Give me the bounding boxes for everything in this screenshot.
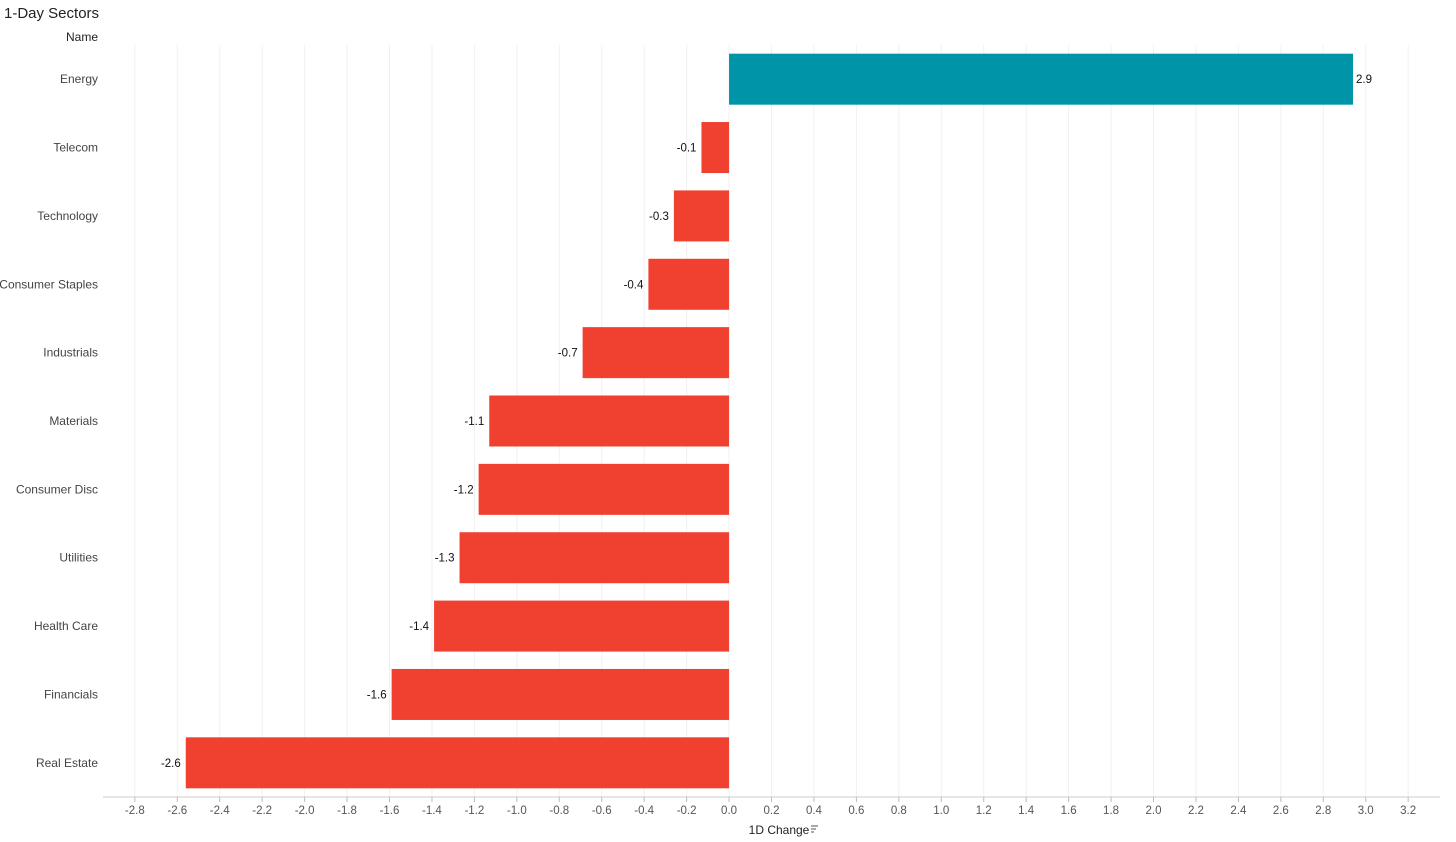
x-tick-label: 1.2 — [976, 805, 992, 817]
x-tick-label: 0.8 — [891, 805, 907, 817]
x-tick-label: 1.8 — [1103, 805, 1119, 817]
data-label: 2.9 — [1356, 74, 1372, 86]
x-axis: -2.8 -2.6 -2.4 -2.2 -2.0 -1.8 -1.6 -1.4 -1.2 -1.0… — [103, 796, 1440, 817]
x-tick-label: -0.8 — [549, 805, 569, 817]
category-label: Real Estate — [36, 756, 98, 770]
data-label: -1.2 — [454, 484, 474, 496]
data-label: -2.6 — [161, 758, 181, 770]
x-tick-label: -2.4 — [210, 805, 230, 817]
x-tick-label: 0.6 — [848, 805, 864, 817]
bar[interactable] — [489, 395, 730, 447]
bar[interactable] — [673, 190, 730, 242]
x-tick-label: 1.6 — [1061, 805, 1077, 817]
category-label: Health Care — [34, 619, 98, 633]
data-label: -1.1 — [464, 416, 484, 428]
bar[interactable] — [648, 258, 730, 310]
bar[interactable] — [582, 327, 730, 379]
data-label: -0.1 — [677, 143, 697, 155]
bar[interactable] — [391, 668, 730, 720]
x-tick-label: -2.2 — [252, 805, 272, 817]
gridlines — [134, 45, 1409, 797]
chart-title: 1-Day Sectors — [4, 5, 100, 22]
bar[interactable] — [478, 463, 730, 515]
data-label: -1.4 — [409, 621, 429, 633]
data-label: -0.4 — [624, 279, 644, 291]
x-tick-label: -2.6 — [167, 805, 187, 817]
bar[interactable] — [701, 122, 730, 174]
x-tick-label: 2.4 — [1230, 805, 1247, 817]
category-label: Consumer Disc — [16, 482, 98, 496]
category-label: Consumer Staples — [0, 277, 98, 291]
category-label: Technology — [37, 209, 98, 223]
x-tick-label: -1.6 — [380, 805, 400, 817]
x-tick-label: -0.4 — [634, 805, 654, 817]
x-tick-label: -1.0 — [507, 805, 527, 817]
x-tick-label: -1.4 — [422, 805, 442, 817]
x-tick-label: 2.6 — [1273, 805, 1289, 817]
category-label: Financials — [44, 687, 98, 701]
x-tick-label: 0.4 — [806, 805, 823, 817]
data-label: -1.6 — [367, 689, 387, 701]
category-labels: Energy Telecom Technology Consumer Staples I… — [0, 72, 98, 770]
x-tick-label: -1.2 — [464, 805, 484, 817]
sort-icon[interactable] — [811, 825, 818, 833]
x-tick-label: 3.2 — [1400, 805, 1416, 817]
x-tick-label: 0.0 — [721, 805, 737, 817]
x-tick-label: -2.0 — [295, 805, 315, 817]
x-tick-label: -0.6 — [592, 805, 612, 817]
x-tick-label: 1.0 — [933, 805, 949, 817]
category-label: Industrials — [43, 346, 98, 360]
data-labels: 2.9 -0.1 -0.3 -0.4 -0.7 -1.1 -1.2 -1.3 -1.4 -1.6 -… — [161, 74, 1372, 770]
x-tick-label: 1.4 — [1018, 805, 1035, 817]
data-label: -0.7 — [558, 348, 578, 360]
category-label: Utilities — [59, 551, 98, 565]
x-tick-label: 3.0 — [1358, 805, 1374, 817]
data-label: -1.3 — [435, 553, 455, 565]
bar[interactable] — [185, 737, 730, 789]
x-tick-label: -1.8 — [337, 805, 357, 817]
row-header: Name — [66, 30, 98, 44]
x-axis-title: 1D Change — [749, 823, 810, 837]
data-label: -0.3 — [649, 211, 669, 223]
x-tick-label: -0.2 — [677, 805, 697, 817]
x-tick-label: 0.2 — [764, 805, 780, 817]
x-tick-label: 2.0 — [1146, 805, 1162, 817]
bar[interactable] — [434, 600, 730, 652]
x-tick-label: 2.2 — [1188, 805, 1204, 817]
category-label: Telecom — [53, 141, 98, 155]
bars — [185, 53, 1353, 789]
bar[interactable] — [459, 532, 730, 584]
category-label: Materials — [49, 414, 98, 428]
x-tick-label: -2.8 — [125, 805, 145, 817]
category-label: Energy — [60, 72, 98, 86]
x-tick-label: 2.8 — [1315, 805, 1331, 817]
bar[interactable] — [729, 53, 1353, 105]
